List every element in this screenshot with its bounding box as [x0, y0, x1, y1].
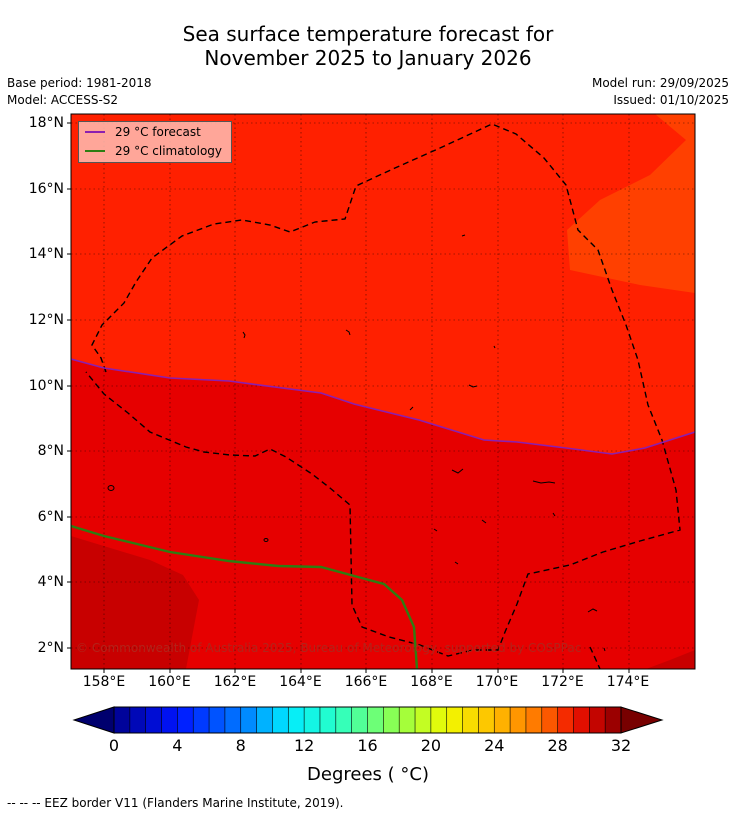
colorbar-segment	[209, 707, 226, 733]
eez-border-south	[589, 646, 601, 669]
colorbar-segment	[319, 707, 337, 733]
contour-legend: 29 °C forecast 29 °C climatology	[78, 121, 232, 163]
copyright-notice: © Commonwealth of Australia 2025, Bureau…	[76, 641, 582, 655]
colorbar-segment	[399, 707, 416, 733]
colorbar-segment	[462, 707, 479, 733]
colorbar-segment	[605, 707, 622, 733]
x-tick-label: 160°E	[148, 674, 191, 690]
colorbar-segment	[129, 707, 147, 733]
colorbar-tick-label: 20	[420, 736, 442, 755]
colorbar-segment	[478, 707, 495, 733]
colorbar-segment	[541, 707, 559, 733]
x-tick-label: 168°E	[410, 674, 453, 690]
colorbar-segment	[589, 707, 606, 733]
colorbar-segment	[415, 707, 432, 733]
colorbar-segment	[193, 707, 210, 733]
colorbar-segment	[367, 707, 384, 733]
colorbar-segment	[114, 707, 131, 733]
colorbar-frame	[113, 706, 622, 734]
islands	[107, 234, 606, 652]
issued-date: Issued: 01/10/2025	[613, 93, 729, 107]
legend-line-climatology	[85, 150, 105, 152]
model-name: Model: ACCESS-S2	[7, 93, 119, 107]
y-tick-label: 10°N	[28, 377, 64, 394]
colorbar-segment	[145, 707, 163, 733]
colorbar-tick-label: 28	[547, 736, 568, 755]
colorbar-segment	[224, 707, 242, 733]
y-tick-label: 14°N	[28, 246, 64, 263]
colorbar-segment	[525, 707, 543, 733]
colorbar-segment	[161, 707, 178, 733]
meta-left: Base period: 1981-2018 Model: ACCESS-S2	[7, 75, 152, 109]
x-tick-label: 158°E	[82, 674, 126, 690]
colorbar-segment	[573, 707, 590, 733]
eez-border	[85, 123, 681, 657]
colorbar-segment	[494, 707, 511, 733]
colorbar-title: Degrees ( °C)	[307, 764, 429, 785]
colorbar-tick-label: 0	[108, 736, 120, 755]
chart-title: Sea surface temperature forecast for Nov…	[0, 22, 736, 70]
colorbar-segment	[240, 707, 258, 733]
y-tick-label: 16°N	[28, 180, 64, 197]
y-tick-label: 6°N	[37, 508, 64, 525]
title-line-1: Sea surface temperature forecast for	[182, 22, 554, 46]
legend-line-forecast	[85, 131, 105, 133]
y-tick-label: 4°N	[37, 574, 64, 591]
colorbar-segment	[304, 707, 321, 733]
sst-region-30-31	[71, 536, 199, 669]
legend-item-forecast: 29 °C forecast	[85, 124, 201, 140]
colorbar-segment	[446, 707, 464, 733]
colorbar-segment	[272, 707, 289, 733]
x-tick-label: 164°E	[279, 674, 322, 690]
map-frame	[70, 113, 696, 670]
legend-label-forecast: 29 °C forecast	[115, 125, 201, 139]
colorbar-segment	[510, 707, 527, 733]
colorbar-tick-label: 32	[610, 736, 632, 755]
contour-29-climatology	[71, 524, 419, 669]
colorbar-segment	[256, 707, 273, 733]
x-tick-label: 172°E	[541, 674, 584, 690]
colorbar-segment	[335, 707, 353, 733]
x-tick-label: 166°E	[344, 674, 388, 690]
x-tick-label: 162°E	[213, 674, 257, 690]
map-plot-area	[71, 114, 695, 669]
x-tick-label: 170°E	[475, 674, 519, 690]
x-tick-label: 174°E	[606, 674, 650, 690]
sst-region-30-31-se	[646, 650, 695, 669]
y-tick-label: 8°N	[37, 443, 64, 460]
colorbar-segment	[557, 707, 574, 733]
contour-29-forecast	[71, 358, 695, 455]
model-run: Model run: 29/09/2025	[591, 76, 729, 90]
colorbar-segment	[288, 707, 305, 733]
axis-ticks	[67, 122, 630, 673]
title-line-2: November 2025 to January 2026	[204, 46, 532, 70]
legend-label-climatology: 29 °C climatology	[115, 144, 223, 158]
y-tick-label: 2°N	[37, 640, 64, 656]
colorbar-tick-label: 24	[484, 736, 505, 755]
colorbar-tick-label: 12	[293, 736, 315, 755]
meta-right: Model run: 29/09/2025 Issued: 01/10/2025	[592, 75, 729, 109]
y-tick-label: 18°N	[28, 115, 64, 132]
y-tick-label: 12°N	[28, 312, 64, 328]
colorbar-extend-low	[72, 706, 115, 734]
colorbar-tick-label: 4	[172, 736, 183, 755]
sst-region-27-28	[567, 114, 695, 293]
colorbar	[72, 706, 664, 734]
colorbar-segment	[383, 707, 400, 733]
colorbar-segment	[177, 707, 194, 733]
colorbar-segment	[351, 707, 368, 733]
colorbar-segment	[430, 707, 448, 733]
sst-region-29-30	[71, 359, 695, 669]
colorbar-tick-label: 8	[235, 736, 246, 755]
gridlines	[71, 114, 695, 669]
eez-footnote: -- -- -- EEZ border V11 (Flanders Marine…	[7, 796, 344, 810]
base-period: Base period: 1981-2018	[7, 76, 152, 90]
colorbar-extend-high	[620, 706, 664, 734]
colorbar-tick-label: 16	[357, 736, 378, 755]
legend-item-climatology: 29 °C climatology	[85, 143, 222, 159]
